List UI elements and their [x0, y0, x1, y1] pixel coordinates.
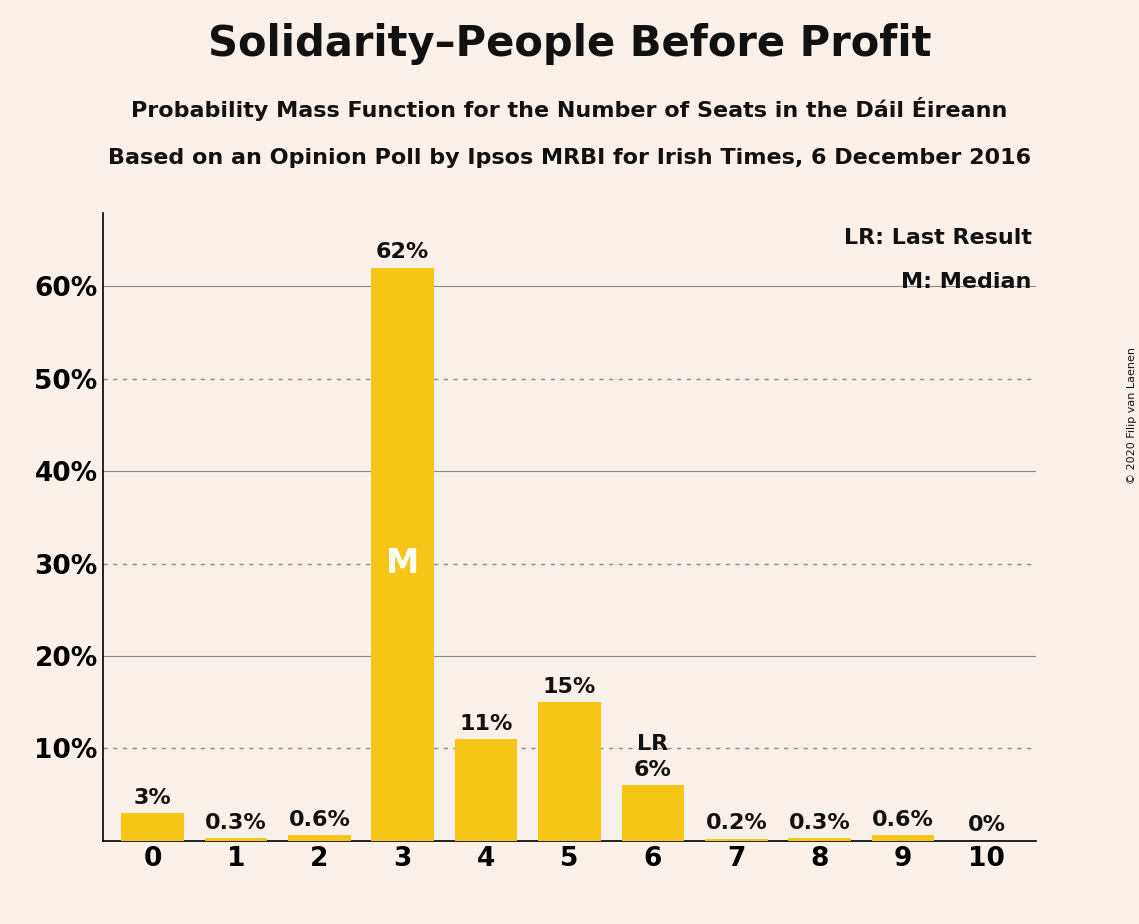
Text: 0.3%: 0.3% — [205, 812, 267, 833]
Text: Based on an Opinion Poll by Ipsos MRBI for Irish Times, 6 December 2016: Based on an Opinion Poll by Ipsos MRBI f… — [108, 148, 1031, 168]
Text: 0.3%: 0.3% — [789, 812, 851, 833]
Bar — [705, 839, 768, 841]
Text: 3%: 3% — [133, 787, 172, 808]
Bar — [539, 702, 600, 841]
Bar — [871, 835, 934, 841]
Text: 0.2%: 0.2% — [705, 813, 768, 833]
Text: LR: Last Result: LR: Last Result — [844, 228, 1032, 249]
Bar — [788, 838, 851, 841]
Bar — [205, 838, 268, 841]
Text: 11%: 11% — [459, 713, 513, 734]
Text: 6%: 6% — [634, 760, 672, 780]
Bar — [454, 739, 517, 841]
Text: Probability Mass Function for the Number of Seats in the Dáil Éireann: Probability Mass Function for the Number… — [131, 97, 1008, 121]
Text: LR: LR — [638, 734, 669, 754]
Text: M: Median: M: Median — [901, 273, 1032, 292]
Bar — [371, 268, 434, 841]
Bar — [288, 835, 351, 841]
Bar — [622, 785, 685, 841]
Text: 62%: 62% — [376, 242, 429, 262]
Text: Solidarity–People Before Profit: Solidarity–People Before Profit — [207, 23, 932, 65]
Text: 15%: 15% — [543, 676, 596, 697]
Text: 0.6%: 0.6% — [872, 809, 934, 830]
Text: M: M — [386, 547, 419, 580]
Text: 0%: 0% — [967, 815, 1006, 835]
Text: © 2020 Filip van Laenen: © 2020 Filip van Laenen — [1126, 347, 1137, 484]
Text: 0.6%: 0.6% — [288, 809, 351, 830]
Bar — [121, 813, 183, 841]
